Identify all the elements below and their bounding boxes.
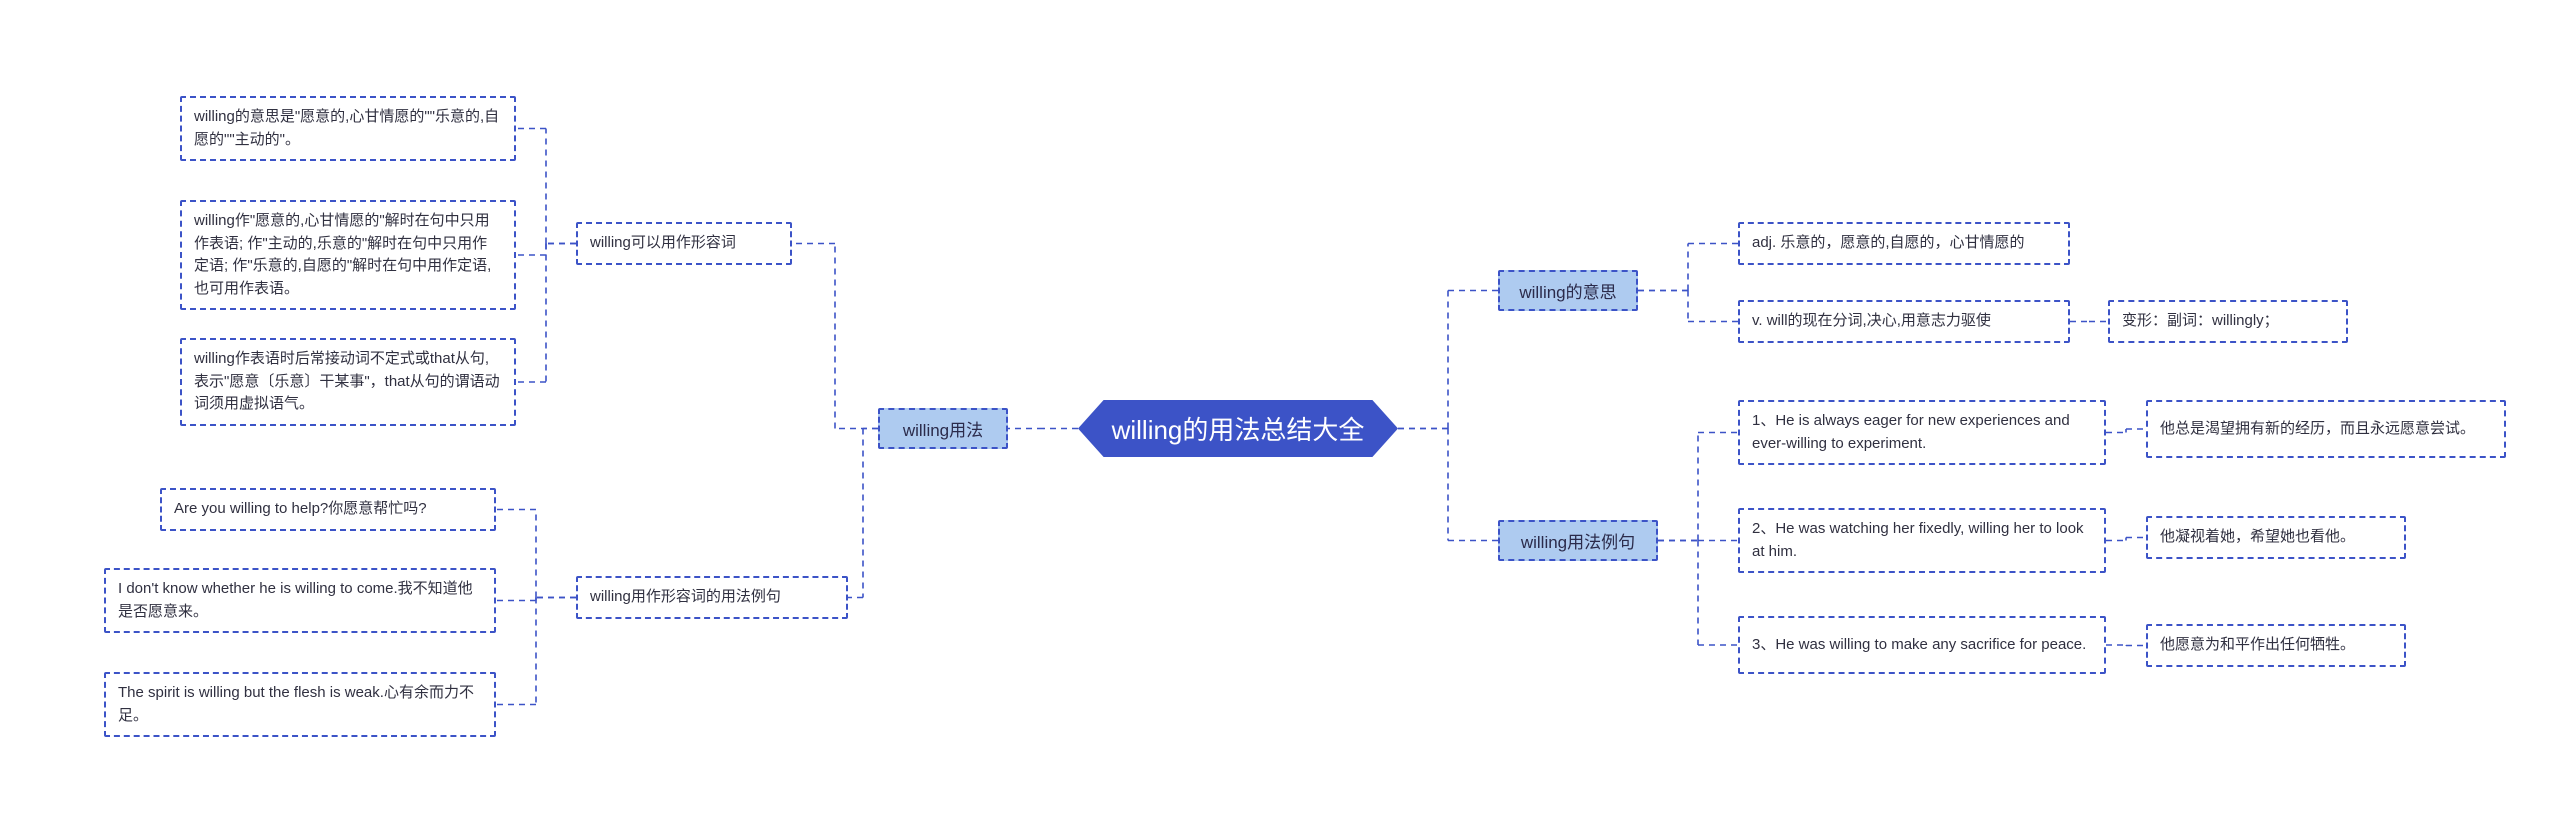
node-label: 他总是渴望拥有新的经历，而且永远愿意尝试。	[2160, 418, 2492, 441]
node-u_e2: I don't know whether he is willing to co…	[104, 568, 496, 633]
node-label: 变形：副词：willingly；	[2122, 310, 2334, 333]
node-s3: 3、He was willing to make any sacrifice f…	[1738, 616, 2106, 674]
node-m_v: v. will的现在分词,决心,用意志力驱使	[1738, 300, 2070, 343]
node-s1: 1、He is always eager for new experiences…	[1738, 400, 2106, 465]
node-label: I don't know whether he is willing to co…	[118, 578, 482, 623]
node-label: willing的意思是"愿意的,心甘情愿的""乐意的,自愿的""主动的"。	[194, 106, 502, 151]
node-label: v. will的现在分词,决心,用意志力驱使	[1752, 310, 2056, 333]
node-meaning: willing的意思	[1498, 270, 1638, 311]
node-label: willing可以用作形容词	[590, 232, 778, 255]
node-s2t: 他凝视着她，希望她也看他。	[2146, 516, 2406, 559]
node-u_a1: willing的意思是"愿意的,心甘情愿的""乐意的,自愿的""主动的"。	[180, 96, 516, 161]
node-label: 1、He is always eager for new experiences…	[1752, 410, 2092, 455]
node-usage: willing用法	[878, 408, 1008, 449]
node-root: willing的用法总结大全	[1078, 400, 1398, 457]
node-label: willing用法	[903, 416, 983, 441]
node-s1t: 他总是渴望拥有新的经历，而且永远愿意尝试。	[2146, 400, 2506, 458]
node-label: 他愿意为和平作出任何牺牲。	[2160, 634, 2392, 657]
node-sent: willing用法例句	[1498, 520, 1658, 561]
node-label: willing用作形容词的用法例句	[590, 586, 834, 609]
node-label: 他凝视着她，希望她也看他。	[2160, 526, 2392, 549]
node-s2: 2、He was watching her fixedly, willing h…	[1738, 508, 2106, 573]
node-label: willing的意思	[1519, 278, 1616, 303]
node-label: adj. 乐意的，愿意的,自愿的，心甘情愿的	[1752, 232, 2056, 255]
node-label: Are you willing to help?你愿意帮忙吗?	[174, 498, 482, 521]
node-u_e3: The spirit is willing but the flesh is w…	[104, 672, 496, 737]
node-label: 2、He was watching her fixedly, willing h…	[1752, 518, 2092, 563]
node-label: The spirit is willing but the flesh is w…	[118, 682, 482, 727]
node-label: 3、He was willing to make any sacrifice f…	[1752, 634, 2092, 657]
node-u_e1: Are you willing to help?你愿意帮忙吗?	[160, 488, 496, 531]
mindmap-canvas: willing的用法总结大全 willing的意思 adj. 乐意的，愿意的,自愿的…	[0, 0, 2560, 826]
node-s3t: 他愿意为和平作出任何牺牲。	[2146, 624, 2406, 667]
node-m_adj: adj. 乐意的，愿意的,自愿的，心甘情愿的	[1738, 222, 2070, 265]
node-label: willing用法例句	[1521, 528, 1635, 553]
node-label: willing作表语时后常接动词不定式或that从句,表示"愿意〔乐意〕干某事"…	[194, 348, 502, 416]
node-u_a2: willing作"愿意的,心甘情愿的"解时在句中只用作表语; 作"主动的,乐意的…	[180, 200, 516, 310]
node-label: willing作"愿意的,心甘情愿的"解时在句中只用作表语; 作"主动的,乐意的…	[194, 210, 502, 300]
node-label: willing的用法总结大全	[1112, 410, 1365, 447]
node-u_adj: willing可以用作形容词	[576, 222, 792, 265]
node-u_ex: willing用作形容词的用法例句	[576, 576, 848, 619]
node-m_form: 变形：副词：willingly；	[2108, 300, 2348, 343]
node-u_a3: willing作表语时后常接动词不定式或that从句,表示"愿意〔乐意〕干某事"…	[180, 338, 516, 426]
